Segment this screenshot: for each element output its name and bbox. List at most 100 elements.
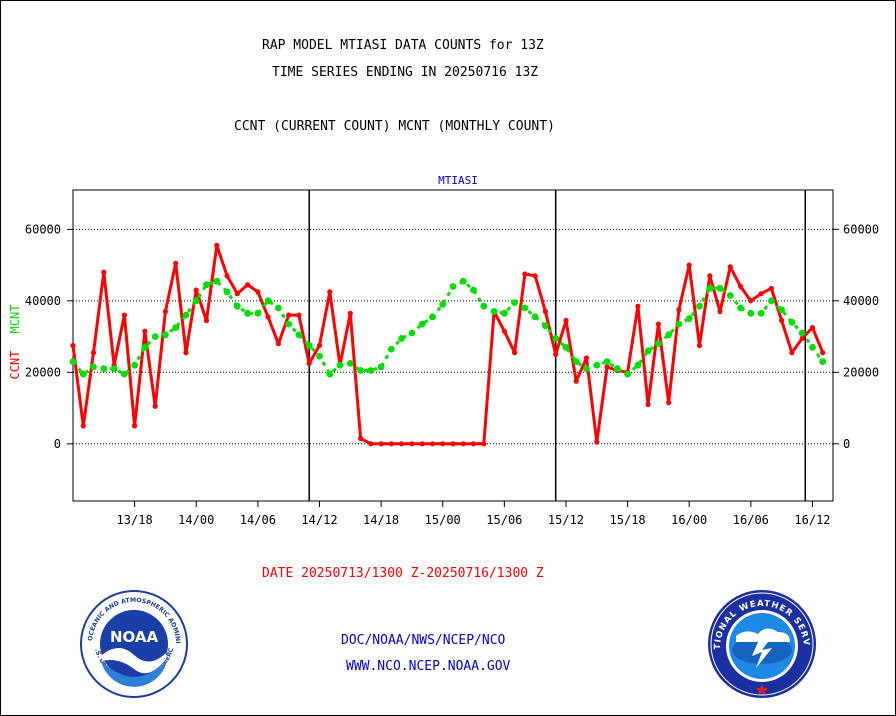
mcnt-point [367, 367, 375, 374]
x-tick-label: 13/18 [117, 513, 153, 527]
title-line-1: RAP MODEL MTIASI DATA COUNTS for 13Z [262, 38, 544, 53]
mcnt-point [264, 297, 272, 305]
ccnt-point [779, 317, 785, 324]
ccnt-point [594, 439, 600, 445]
ccnt-point [399, 441, 405, 447]
ccnt-point [347, 310, 353, 316]
mcnt-point [501, 309, 508, 317]
mcnt-point [603, 358, 611, 365]
mcnt-point [254, 309, 262, 317]
mcnt-point [213, 277, 221, 285]
mcnt-point [326, 370, 334, 378]
mcnt-point [480, 302, 488, 310]
mcnt-point [172, 324, 180, 331]
ccnt-point [470, 441, 477, 447]
ccnt-point [450, 441, 456, 447]
mcnt-point [665, 331, 673, 339]
mcnt-point [562, 343, 570, 351]
mcnt-point [624, 370, 631, 378]
y-tick-label-right: 60000 [843, 222, 879, 236]
mcnt-point [470, 286, 477, 294]
mcnt-point [655, 340, 662, 348]
mcnt-point [305, 342, 313, 349]
x-tick-label: 15/06 [486, 513, 522, 527]
ccnt-point [532, 273, 538, 279]
mcnt-point [696, 302, 703, 310]
mcnt-point [542, 322, 549, 330]
mcnt-point [244, 309, 252, 317]
ccnt-point [245, 282, 251, 288]
ccnt-point [707, 273, 713, 279]
ccnt-point [388, 441, 394, 447]
mcnt-point [521, 304, 529, 312]
ccnt-point [696, 342, 703, 349]
mcnt-point [141, 343, 149, 351]
ccnt-point [768, 285, 775, 291]
mcnt-point [398, 335, 405, 342]
footer-link-nco-url[interactable]: WWW.NCO.NCEP.NOAA.GOV [346, 659, 511, 674]
ccnt-point [748, 298, 754, 304]
ccnt-point [727, 264, 733, 270]
ccnt-point [460, 441, 466, 447]
ccnt-point [481, 441, 487, 447]
x-tick-label: 14/18 [363, 513, 399, 527]
mcnt-point [346, 360, 354, 367]
ccnt-point [440, 441, 446, 447]
ccnt-point [296, 312, 302, 318]
ccnt-point [666, 400, 672, 406]
ccnt-point [214, 242, 220, 248]
ccnt-point [645, 401, 651, 408]
ccnt-point [132, 423, 138, 429]
ccnt-point [429, 441, 436, 447]
x-tick-label: 16/12 [794, 513, 830, 527]
mcnt-point [583, 365, 590, 373]
mcnt-point [675, 320, 683, 328]
mcnt-point [593, 361, 601, 369]
mcnt-point [336, 361, 344, 369]
nws-logo: NATIONAL WEATHER SERVICE [706, 588, 816, 698]
mcnt-point [644, 347, 652, 355]
mcnt-point [819, 358, 827, 365]
mcnt-point [788, 318, 796, 326]
mcnt-point [377, 363, 385, 371]
star-icon [756, 684, 768, 695]
mcnt-point [757, 309, 765, 317]
ccnt-point [203, 317, 210, 324]
ccnt-point [152, 403, 158, 409]
mcnt-point [798, 329, 806, 337]
ccnt-point [604, 364, 610, 370]
ccnt-point [809, 325, 816, 331]
ccnt-point [255, 289, 261, 295]
ccnt-series-line [71, 243, 825, 446]
mcnt-point [182, 311, 190, 319]
ccnt-point [409, 441, 415, 447]
ccnt-point [90, 350, 97, 356]
mcnt-point [151, 333, 159, 340]
ccnt-point [80, 423, 86, 429]
footer-link-nco-path[interactable]: DOC/NOAA/NWS/NCEP/NCO [341, 633, 506, 648]
x-tick-label: 14/06 [240, 513, 276, 527]
ccnt-point [563, 317, 569, 324]
y-axis-label-ccnt: CCNT [8, 351, 22, 380]
mcnt-point [110, 365, 118, 373]
y-tick-label-right: 40000 [843, 294, 879, 308]
ccnt-point [511, 350, 518, 356]
mcnt-point [295, 331, 303, 339]
mcnt-point [747, 309, 755, 317]
x-tick-label: 15/12 [548, 513, 584, 527]
mcnt-point [100, 365, 108, 373]
mcnt-point [778, 306, 785, 314]
mcnt-point [285, 320, 293, 328]
ccnt-point [358, 435, 364, 441]
y-tick-label-left: 40000 [25, 294, 61, 308]
mcnt-point [121, 370, 128, 378]
mcnt-point [613, 365, 621, 373]
ccnt-point [820, 350, 826, 356]
noaa-logo: NATIONAL OCEANIC AND ATMOSPHERIC ADMINIS… [79, 589, 188, 698]
x-tick-label: 14/12 [301, 513, 337, 527]
mcnt-point [90, 363, 97, 371]
y-tick-label-right: 0 [843, 437, 850, 451]
mcnt-point [531, 313, 539, 321]
mcnt-point [809, 343, 816, 351]
ccnt-point [316, 342, 323, 349]
